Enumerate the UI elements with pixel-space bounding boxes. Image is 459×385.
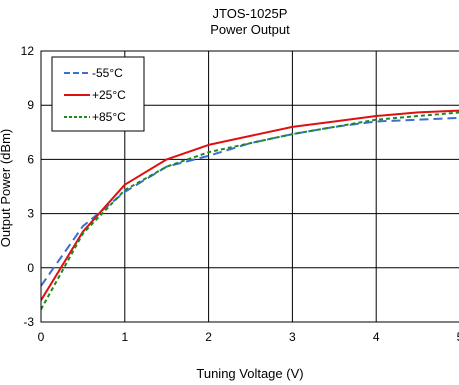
- x-tick-label: 5: [457, 330, 459, 344]
- x-axis-title: Tuning Voltage (V): [196, 366, 303, 381]
- data-series: [41, 109, 459, 310]
- chart-subtitle: Power Output: [210, 22, 290, 37]
- y-tick-label: 12: [21, 44, 35, 58]
- x-tick-label: 2: [205, 330, 212, 344]
- y-tick-label: 0: [27, 261, 34, 275]
- plot-frame: [40, 50, 459, 323]
- legend-label-1: +25°C: [92, 88, 126, 102]
- legend: -55°C +25°C +85°C: [51, 56, 145, 132]
- x-tick-label: 3: [289, 330, 296, 344]
- x-tick-label: 1: [121, 330, 128, 344]
- series-line-2: [41, 111, 459, 310]
- y-tick-label: -3: [23, 315, 34, 329]
- chart-title: JTOS-1025P: [213, 6, 288, 21]
- legend-label-2: +85°C: [92, 110, 126, 124]
- y-axis-title: Output Power (dBm): [0, 129, 13, 248]
- y-tick-label: 9: [27, 98, 34, 112]
- x-tick-label: 0: [38, 330, 45, 344]
- y-tick-label: 3: [27, 207, 34, 221]
- series-line-1: [41, 109, 459, 301]
- x-tick-label: 4: [373, 330, 380, 344]
- legend-label-0: -55°C: [92, 66, 123, 80]
- y-tick-label: 6: [27, 152, 34, 166]
- title-group: JTOS-1025P Power Output: [210, 6, 290, 37]
